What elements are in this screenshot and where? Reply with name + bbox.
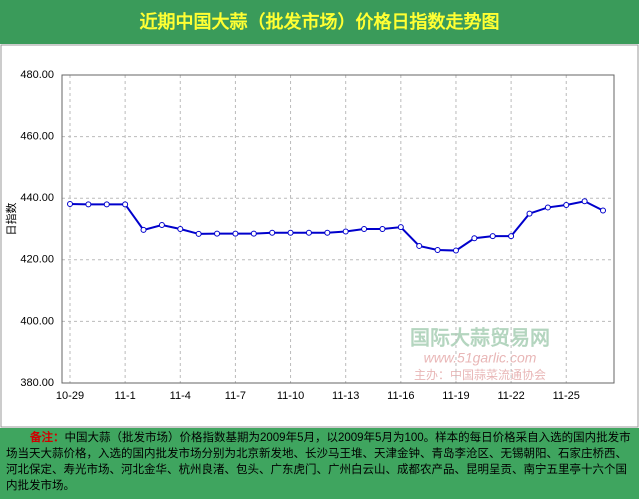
point [489, 233, 496, 240]
y-axis-label: 日指数 [4, 203, 18, 236]
point [471, 235, 478, 242]
x-tick-label: 11-13 [332, 390, 359, 402]
y-tick-label: 420.00 [20, 254, 54, 266]
point [214, 230, 221, 237]
point [324, 229, 331, 236]
point [158, 221, 165, 228]
chart-title: 近期中国大蒜（批发市场）价格日指数走势图 [0, 0, 639, 44]
x-tick-label: 11-10 [277, 390, 304, 402]
point [544, 204, 551, 211]
x-tick-label: 10-29 [56, 390, 84, 402]
chart: 国际大蒜贸易网 www.51garlic.com 主办：中国蒜菜流通协会 日指数… [0, 44, 639, 428]
point [195, 230, 202, 237]
series-line [69, 200, 604, 252]
watermark-url: www.51garlic.com [424, 350, 537, 366]
point [434, 246, 441, 253]
x-tick-label: 11-19 [442, 390, 469, 402]
chart-frame [0, 44, 639, 428]
point [140, 226, 147, 233]
x-tick-label: 11-22 [497, 390, 524, 402]
point [452, 247, 459, 254]
point [508, 233, 515, 240]
point [103, 201, 110, 208]
note: 备注：中国大蒜（批发市场）价格指数基期为2009年5月，以2009年5月为100… [0, 428, 639, 499]
point [563, 201, 570, 208]
note-label: 备注： [30, 432, 65, 444]
y-tick-label: 400.00 [20, 315, 54, 327]
point [269, 229, 276, 236]
point [287, 229, 294, 236]
note-text: 中国大蒜（批发市场）价格指数基期为2009年5月，以2009年5月为100。样本… [6, 432, 631, 492]
y-tick-label: 480.00 [20, 69, 54, 81]
watermark-name: 国际大蒜贸易网 [410, 325, 550, 349]
watermark: 国际大蒜贸易网 www.51garlic.com 主办：中国蒜菜流通协会 [410, 325, 550, 382]
plot-frame [61, 74, 615, 384]
point [600, 207, 606, 214]
point [526, 210, 533, 217]
point [397, 224, 404, 231]
point [379, 226, 386, 232]
x-tick-label: 11-4 [170, 390, 191, 402]
watermark-host: 主办：中国蒜菜流通协会 [414, 367, 546, 382]
point [361, 226, 368, 232]
y-tick-label: 460.00 [20, 131, 54, 143]
point [232, 230, 239, 237]
point [416, 242, 423, 249]
y-tick-label: 380.00 [20, 377, 54, 389]
point [177, 226, 184, 232]
point [342, 228, 349, 235]
x-tick-label: 11-1 [115, 390, 136, 402]
point [122, 201, 129, 208]
x-tick-label: 11-16 [387, 390, 414, 402]
point [67, 201, 73, 208]
y-tick-label: 440.00 [20, 192, 54, 204]
x-tick-label: 11-7 [225, 390, 246, 402]
x-tick-label: 11-25 [553, 390, 580, 402]
point [581, 198, 588, 205]
point [85, 201, 92, 208]
point [305, 229, 312, 236]
point [250, 230, 257, 237]
